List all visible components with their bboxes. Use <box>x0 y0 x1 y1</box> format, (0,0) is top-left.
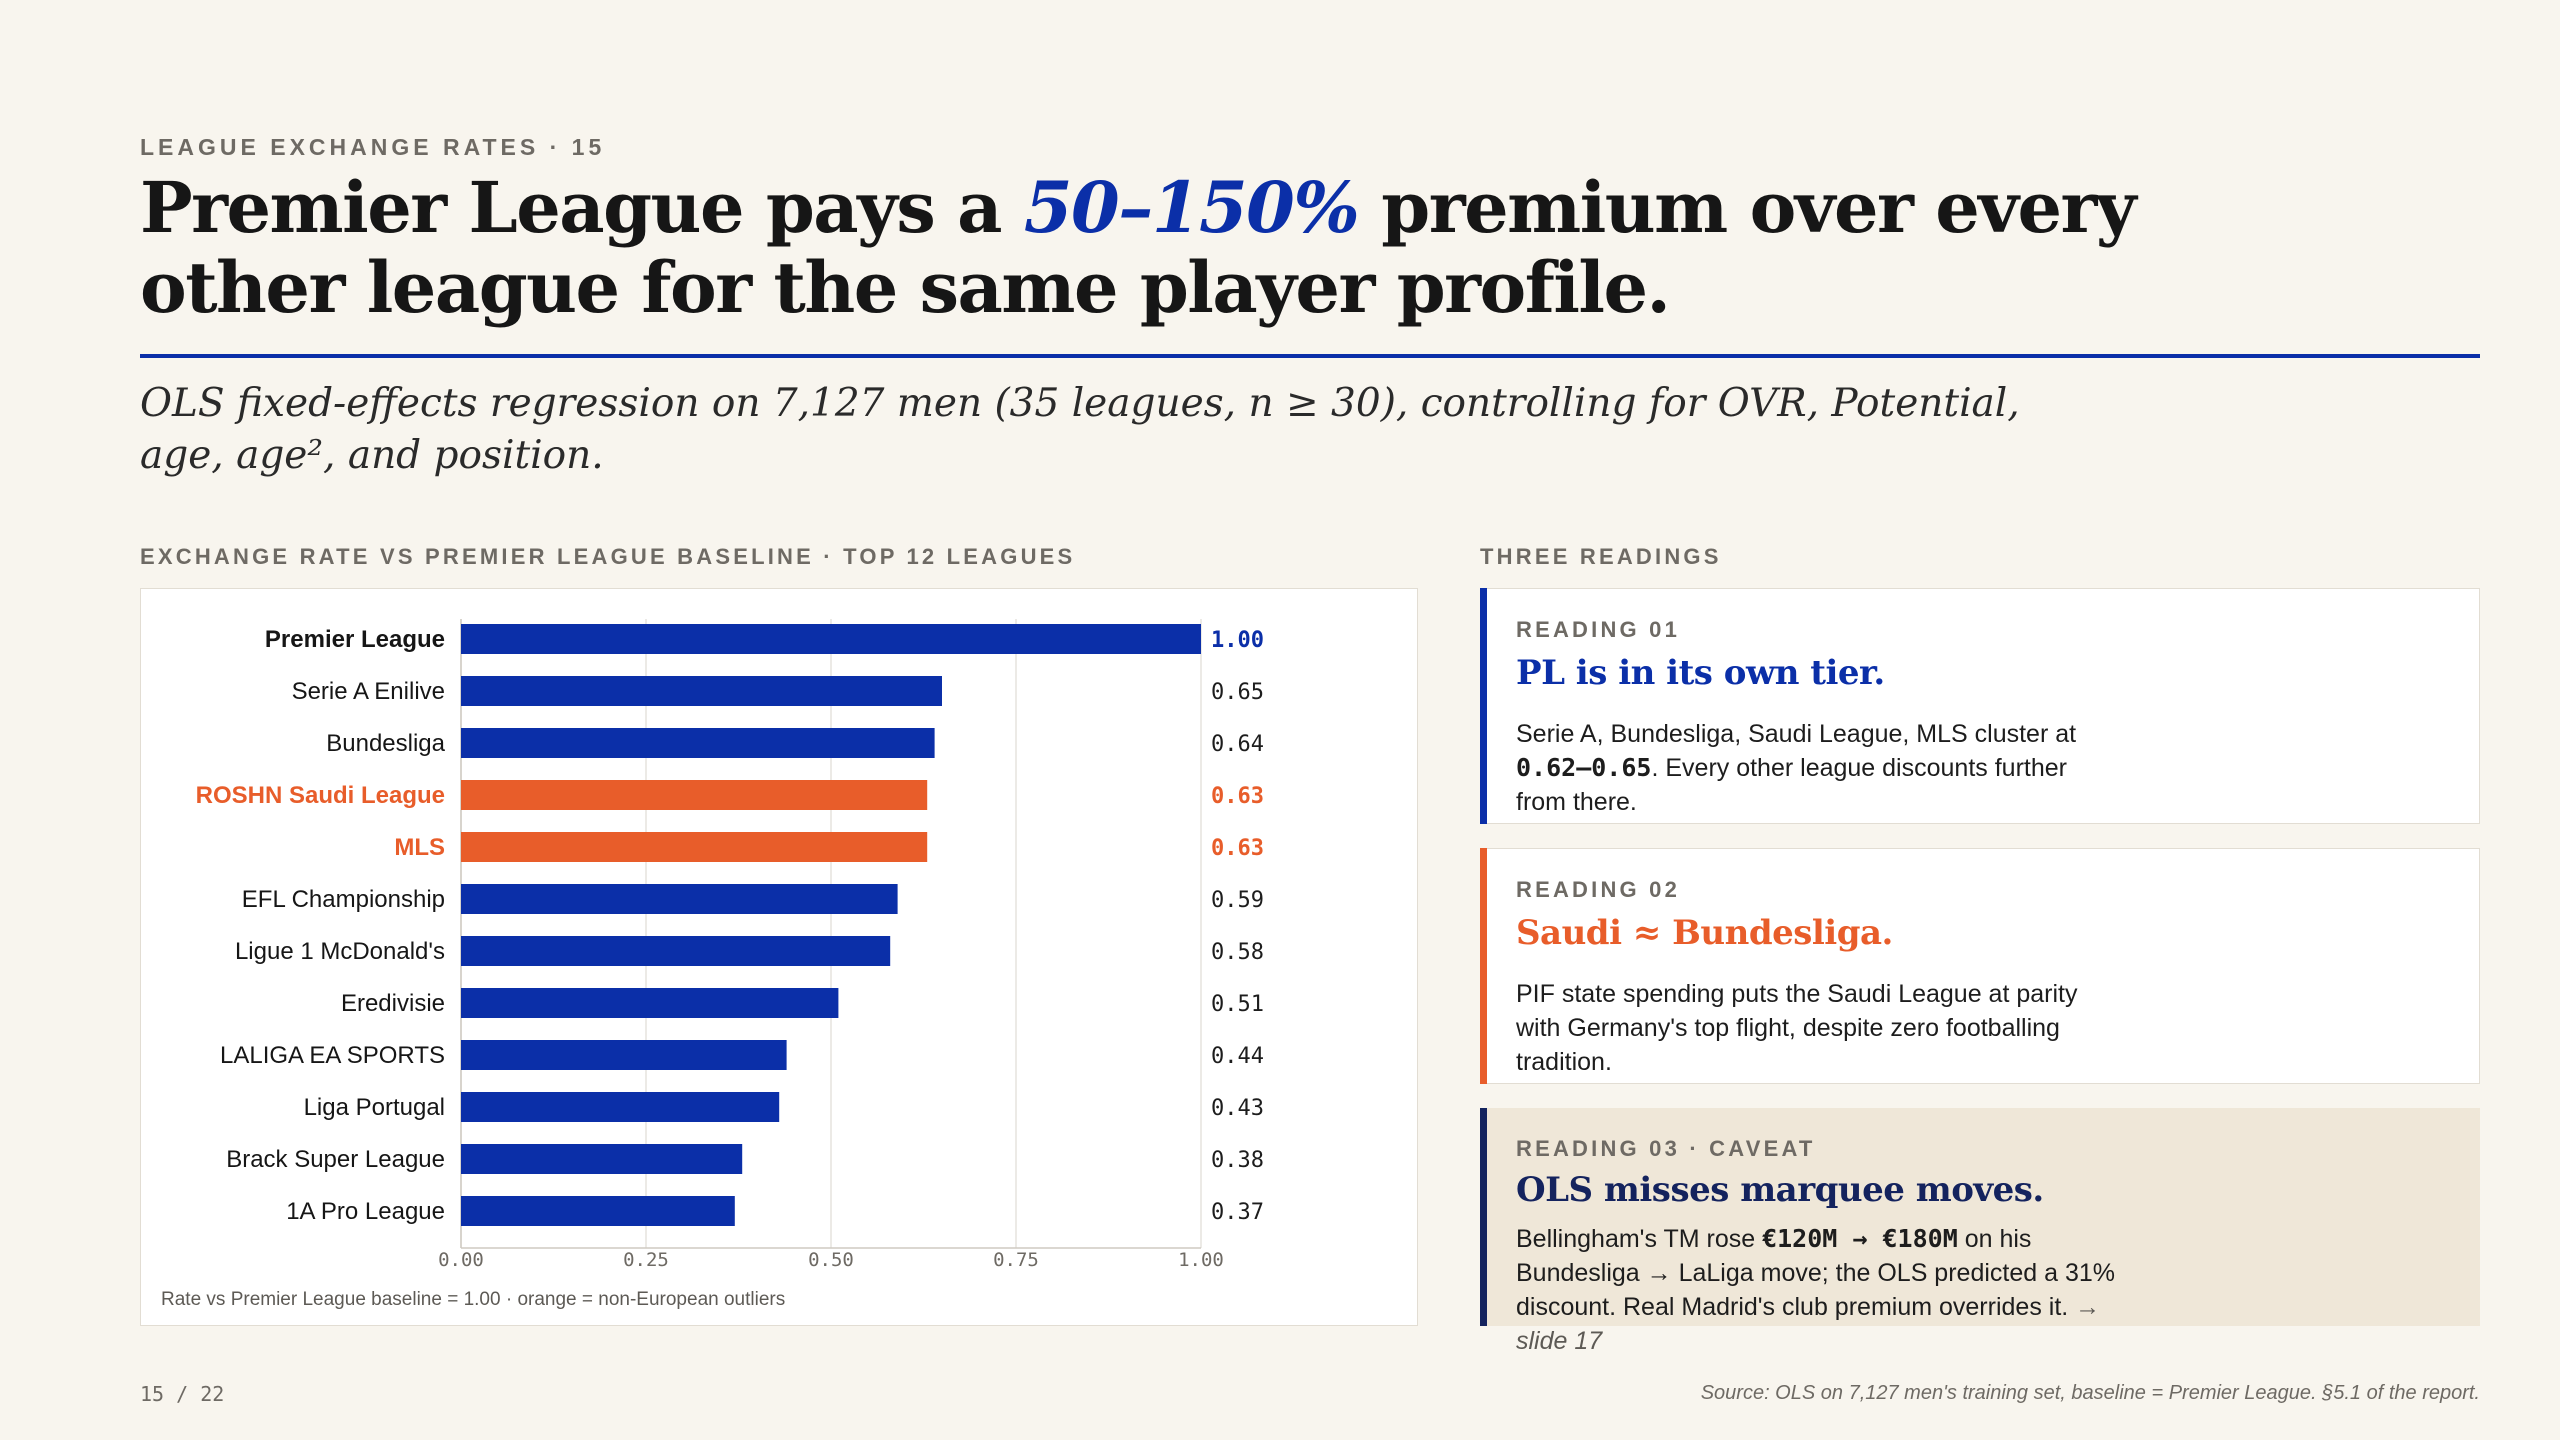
reading-body-text: Bellingham's TM rose <box>1516 1225 1763 1253</box>
value-label: 1.00 <box>1211 628 1264 653</box>
bar <box>461 1092 780 1122</box>
bar <box>461 832 928 862</box>
bar <box>461 1040 787 1070</box>
reading-label: READING 02 <box>1516 877 1681 902</box>
category-label: LALIGA EA SPORTS <box>220 1042 445 1069</box>
value-labels: 1.00 0.65 0.64 0.63 0.63 0.59 0.58 0.51 0.44 0.43… <box>1211 628 1264 1225</box>
category-label: Ligue 1 McDonald's <box>235 938 445 965</box>
reading-body-text: on his Bundesliga → LaLiga move; the OLS… <box>1516 1225 2115 1321</box>
category-labels: Premier League Serie A Enilive Bundesliga R… <box>196 626 446 1225</box>
category-label: Serie A Enilive <box>292 678 445 705</box>
reading-card-2: READING 02 Saudi ≈ Bundesliga. PIF state… <box>1480 848 2480 1084</box>
value-label: 0.59 <box>1211 888 1264 913</box>
category-label: Brack Super League <box>226 1146 445 1173</box>
category-label: Bundesliga <box>326 730 445 757</box>
x-tick-label: 0.75 <box>993 1249 1039 1271</box>
bar <box>461 780 928 810</box>
reading-label: READING 01 <box>1516 617 1681 642</box>
value-label: 0.43 <box>1211 1096 1264 1121</box>
x-tick-label: 1.00 <box>1178 1249 1224 1271</box>
readings-section-label: THREE READINGS <box>1480 544 1722 569</box>
bar <box>461 624 1201 654</box>
category-label: EFL Championship <box>242 886 445 913</box>
bar <box>461 884 898 914</box>
reading-card-3: READING 03 · CAVEAT OLS misses marquee m… <box>1480 1108 2480 1355</box>
value-label: 0.58 <box>1211 940 1264 965</box>
bar <box>461 936 891 966</box>
reading-title: OLS misses marquee moves. <box>1516 1170 2044 1210</box>
value-label: 0.63 <box>1211 836 1264 861</box>
reading-body-text: . Every other league discounts further f… <box>1516 754 2067 816</box>
reading-body-value: 0.62–0.65 <box>1516 753 1652 782</box>
reading-card-1: READING 01 PL is in its own tier. Serie … <box>1480 588 2480 824</box>
chart-note: Rate vs Premier League baseline = 1.00 ·… <box>161 1289 786 1310</box>
reading-title: Saudi ≈ Bundesliga. <box>1516 913 1893 953</box>
slide-link[interactable]: → slide 17 <box>1516 1293 2101 1355</box>
category-label: ROSHN Saudi League <box>196 782 445 809</box>
reading-body-value: €120M → €180M <box>1762 1224 1958 1253</box>
reading-accent-bar <box>1480 1108 1487 1326</box>
headline-pre: Premier League pays a <box>140 166 1024 249</box>
bar <box>461 728 935 758</box>
headline: Premier League pays a 50–150% premium ov… <box>140 168 2340 328</box>
value-label: 0.63 <box>1211 784 1264 809</box>
grid-lines <box>460 619 1202 1249</box>
bar-chart: Premier League Serie A Enilive Bundesliga R… <box>196 619 1264 1271</box>
headline-post: premium over every other league for the … <box>140 166 2137 329</box>
x-tick-label: 0.50 <box>808 1249 854 1271</box>
bar <box>461 676 942 706</box>
headline-highlight: 50–150% <box>1023 166 1360 249</box>
x-tick-label: 0.00 <box>438 1249 484 1271</box>
chart-card: Premier League Serie A Enilive Bundesliga R… <box>140 588 1418 1326</box>
category-label: Liga Portugal <box>304 1094 445 1121</box>
x-axis-ticks: 0.00 0.25 0.50 0.75 1.00 <box>438 1249 1224 1271</box>
source-note: Source: OLS on 7,127 men's training set,… <box>1700 1382 2480 1404</box>
reading-label: READING 03 · CAVEAT <box>1516 1136 1816 1161</box>
subtitle: OLS fixed-effects regression on 7,127 me… <box>140 381 2020 478</box>
category-label: Premier League <box>265 626 445 653</box>
bars <box>461 624 1201 1226</box>
reading-body: Serie A, Bundesliga, Saudi League, MLS c… <box>1516 717 2116 819</box>
slide-kicker: LEAGUE EXCHANGE RATES · 15 <box>140 134 606 160</box>
value-label: 0.37 <box>1211 1200 1264 1225</box>
reading-body-text: Serie A, Bundesliga, Saudi League, MLS c… <box>1516 720 2077 748</box>
reading-body: PIF state spending puts the Saudi League… <box>1516 980 2078 1076</box>
category-label: Eredivisie <box>341 990 445 1017</box>
reading-title: PL is in its own tier. <box>1516 653 1885 693</box>
headline-rule <box>140 354 2480 358</box>
value-label: 0.38 <box>1211 1148 1264 1173</box>
value-label: 0.64 <box>1211 732 1264 757</box>
chart-section-label: EXCHANGE RATE VS PREMIER LEAGUE BASELINE… <box>140 544 1076 569</box>
category-label: 1A Pro League <box>286 1198 445 1225</box>
reading-accent-bar <box>1480 588 1487 824</box>
x-tick-label: 0.25 <box>623 1249 669 1271</box>
value-label: 0.44 <box>1211 1044 1264 1069</box>
bar <box>461 988 839 1018</box>
bar <box>461 1196 735 1226</box>
category-label: MLS <box>394 834 445 861</box>
bar <box>461 1144 743 1174</box>
value-label: 0.51 <box>1211 992 1264 1017</box>
value-label: 0.65 <box>1211 680 1264 705</box>
reading-accent-bar <box>1480 848 1487 1084</box>
page-number: 15 / 22 <box>140 1382 225 1406</box>
reading-body: Bellingham's TM rose €120M → €180M on hi… <box>1516 1222 2156 1358</box>
